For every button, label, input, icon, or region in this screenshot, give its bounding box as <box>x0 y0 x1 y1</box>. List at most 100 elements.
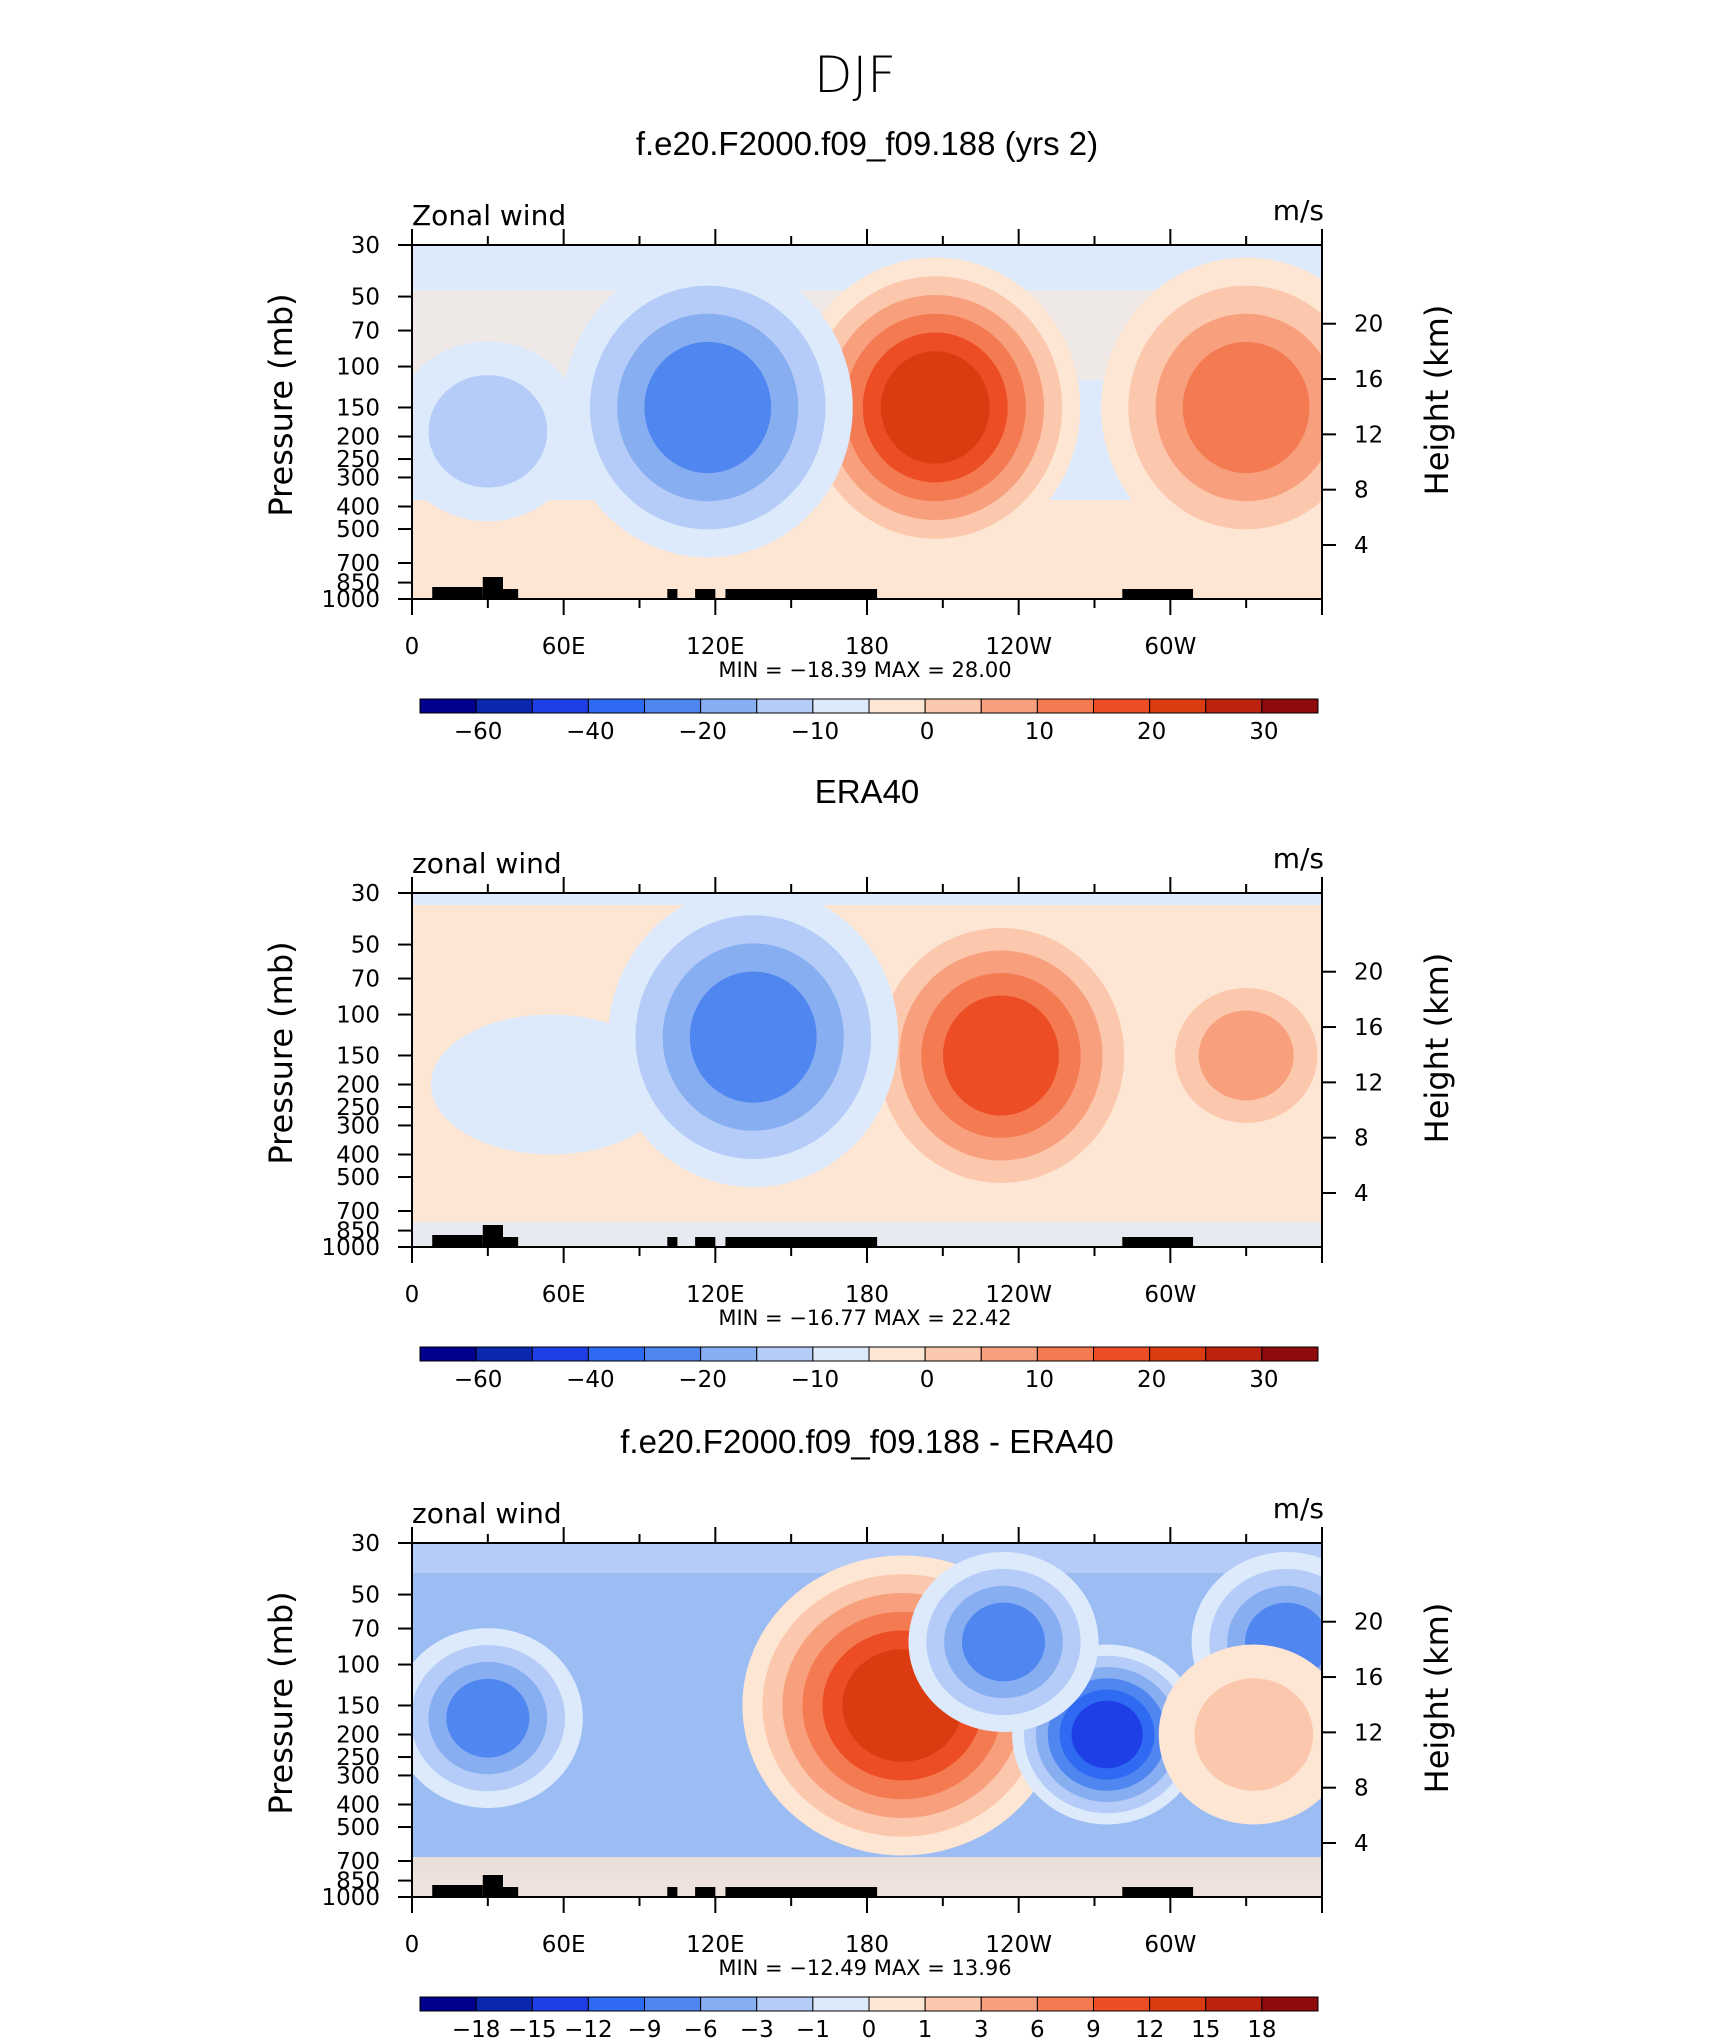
colorbar-label: −12 <box>564 2017 613 2038</box>
y-tick-label: 70 <box>351 1617 380 1643</box>
colorbar-swatch <box>419 1996 477 2012</box>
contour-band <box>1194 1678 1314 1791</box>
y-tick-label: 500 <box>336 517 380 543</box>
colorbar-swatch <box>1205 1996 1263 2012</box>
y-tick-label: 100 <box>336 355 380 381</box>
right-string: m/s <box>1273 194 1324 227</box>
colorbar-swatch <box>812 1346 870 1362</box>
height-tick-label: 8 <box>1354 478 1369 504</box>
y-tick-label: 200 <box>336 1073 380 1099</box>
y-tick-label: 500 <box>336 1815 380 1841</box>
colorbar-swatch <box>1093 1996 1151 2012</box>
colorbar-swatch <box>1149 1346 1207 1362</box>
y-tick-label: 700 <box>336 1199 380 1225</box>
contour-band <box>689 971 817 1103</box>
y-tick-label: 400 <box>336 494 380 520</box>
colorbar-swatch <box>419 1346 477 1362</box>
height-tick-label: 16 <box>1354 1015 1383 1041</box>
colorbar-swatch <box>700 1996 758 2012</box>
colorbar-swatch <box>812 1996 870 2012</box>
x-tick-label: 60W <box>1144 634 1196 660</box>
terrain-mask <box>432 587 483 599</box>
right-string: m/s <box>1273 1492 1324 1525</box>
y-tick-label: 70 <box>351 319 380 345</box>
x-tick-label: 180 <box>845 634 889 660</box>
terrain-mask <box>695 1237 716 1247</box>
strat-band <box>412 893 1322 905</box>
colorbar-swatch <box>587 1996 645 2012</box>
colorbar-swatch <box>756 1996 814 2012</box>
x-tick-label: 60W <box>1144 1282 1196 1308</box>
colorbar-label: −18 <box>452 2017 501 2038</box>
x-tick-label: 180 <box>845 1932 889 1958</box>
panel-3: f.e20.F2000.f09_f09.188 - ERA40 0 60E 120E 1… <box>262 1423 1456 2038</box>
x-tick-label: 180 <box>845 1282 889 1308</box>
colorbar-swatch <box>1036 698 1094 714</box>
colorbar-label: −15 <box>508 2017 557 2038</box>
y-tick-label: 150 <box>336 395 380 421</box>
x-tick-label: 0 <box>405 1282 420 1308</box>
x-tick-label: 0 <box>405 1932 420 1958</box>
y-tick-label: 1000 <box>321 1235 380 1261</box>
y-axis-label: Pressure (mb) <box>262 1591 300 1814</box>
right-string: m/s <box>1273 842 1324 875</box>
min-max-text: MIN = −12.49 MAX = 13.96 <box>718 1956 1011 1980</box>
colorbar-swatch <box>1149 1996 1207 2012</box>
colorbar-label: 30 <box>1249 1367 1278 1393</box>
y-axis-label: Pressure (mb) <box>262 293 300 516</box>
y-tick-label: 30 <box>351 881 380 907</box>
x-tick-label: 60W <box>1144 1932 1196 1958</box>
colorbar-swatch <box>1205 698 1263 714</box>
y-tick-label: 400 <box>336 1792 380 1818</box>
colorbar-label: −6 <box>684 2017 718 2038</box>
colorbar-swatch <box>980 698 1038 714</box>
x-tick-label: 120E <box>686 1282 744 1308</box>
colorbar-swatch <box>1205 1346 1263 1362</box>
colorbar-swatch <box>1036 1996 1094 2012</box>
terrain-mask <box>432 1885 483 1897</box>
colorbar-swatch <box>1149 698 1207 714</box>
contour-band <box>1182 341 1310 474</box>
colorbar-label: 10 <box>1025 1367 1054 1393</box>
contour-band <box>644 341 772 474</box>
colorbar-swatch <box>587 1346 645 1362</box>
terrain-mask <box>695 589 716 599</box>
y-tick-label: 250 <box>336 1095 380 1121</box>
colorbar-swatch <box>756 1346 814 1362</box>
colorbar-swatch <box>1036 1346 1094 1362</box>
y-tick-label: 200 <box>336 425 380 451</box>
x-tick-label: 60E <box>542 634 586 660</box>
contour-band <box>880 351 990 464</box>
y-tick-label: 30 <box>351 233 380 259</box>
colorbar-label: 18 <box>1247 2017 1276 2038</box>
panel-title: f.e20.F2000.f09_f09.188 - ERA40 <box>620 1423 1114 1460</box>
colorbar-label: 6 <box>1030 2017 1045 2038</box>
min-max-text: MIN = −16.77 MAX = 22.42 <box>718 1306 1011 1330</box>
x-tick-label: 60E <box>542 1932 586 1958</box>
colorbar-swatch <box>700 698 758 714</box>
colorbar-label: 30 <box>1249 719 1278 745</box>
y-axis-right-label: Height (km) <box>1418 305 1456 496</box>
colorbar-swatch <box>531 1996 589 2012</box>
y-tick-label: 200 <box>336 1723 380 1749</box>
colorbar-swatch <box>475 1996 533 2012</box>
contour-band <box>446 1678 530 1758</box>
y-tick-label: 150 <box>336 1693 380 1719</box>
colorbar: −60 −40 −20 −10 0 10 20 30 <box>419 698 1319 745</box>
y-tick-label: 250 <box>336 447 380 473</box>
colorbar-label: −60 <box>454 1367 503 1393</box>
x-tick-label: 120E <box>686 1932 744 1958</box>
y-tick-label: 250 <box>336 1745 380 1771</box>
panel-1: f.e20.F2000.f09_f09.188 (yrs 2) 0 60E 120E 1… <box>262 125 1456 745</box>
colorbar-label: 20 <box>1137 1367 1166 1393</box>
colorbar-swatch <box>644 698 702 714</box>
colorbar-swatch <box>1261 1346 1319 1362</box>
y-tick-label: 850 <box>336 571 380 597</box>
height-tick-label: 20 <box>1354 312 1383 338</box>
height-tick-label: 8 <box>1354 1776 1369 1802</box>
terrain-mask <box>503 1237 519 1247</box>
height-tick-label: 4 <box>1354 533 1369 559</box>
x-tick-label: 120W <box>985 1282 1052 1308</box>
